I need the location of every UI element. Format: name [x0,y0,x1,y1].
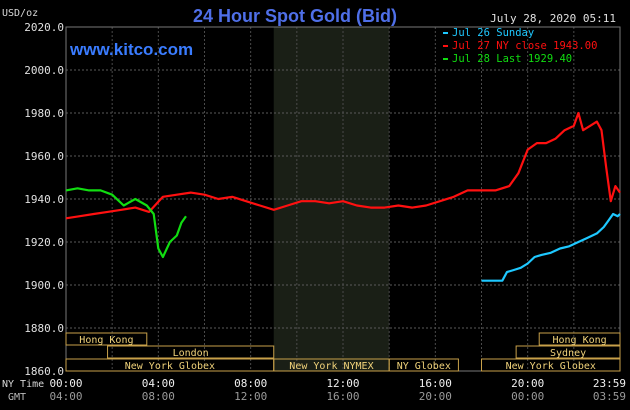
legend-item: Jul 26 Sunday [443,27,534,39]
legend-item: Jul 28 Last 1929.40 [443,53,572,65]
session-label: Hong Kong [553,335,607,346]
y-tick-label: 2020.0 [24,21,64,34]
x-tick-label-ny: 23:59 [593,377,626,390]
chart-title: 24 Hour Spot Gold (Bid) [193,6,397,26]
x-tick-label-gmt: 04:00 [49,390,82,403]
session-label: London [173,348,209,359]
y-tick-label: 1880.0 [24,322,64,335]
session-label: New York NYMEX [289,361,373,372]
legend-label: Jul 27 NY close 1943.00 [452,40,597,52]
y-tick-label: 1940.0 [24,193,64,206]
session-label: Sydney [550,348,586,359]
legend-label: Jul 28 Last 1929.40 [452,53,572,65]
x-tick-label-ny: 08:00 [234,377,267,390]
market-sessions: Hong Kong Hong Kong London Sydney New York G… [65,332,621,372]
chart-timestamp: July 28, 2020 05:11 [490,12,616,25]
x-tick-labels: 00:0004:0004:0008:0008:0012:0012:0016:00… [49,377,626,403]
session-hong-kong: Hong Kong [538,332,621,346]
series-line-jul-26 [481,212,621,282]
x-tick-label-gmt: 00:00 [511,390,544,403]
x-tick-label-ny: 16:00 [419,377,452,390]
session-new-york-nymex: New York NYMEX [273,358,390,372]
session-hong-kong: Hong Kong [65,332,148,346]
session-bar [65,332,148,346]
x-tick-label-ny: 20:00 [511,377,544,390]
y-unit-label: USD/oz [2,8,38,19]
gmt-label: GMT [8,392,26,403]
series-line-jul-28 [65,187,187,259]
price-series [65,111,621,282]
session-label: Hong Kong [79,335,133,346]
x-tick-label-gmt: 12:00 [234,390,267,403]
session-bar [515,345,621,359]
x-tick-label-gmt: 20:00 [419,390,452,403]
session-bar [388,358,459,372]
y-tick-labels: 2020.0 2000.0 1980.0 1960.0 1940.0 1920.0 1900… [24,21,64,378]
y-tick-label: 2000.0 [24,64,64,77]
session-new-york-globex: New York Globex [481,358,621,372]
y-tick-label: 1920.0 [24,236,64,249]
session-sydney: Sydney [515,345,621,359]
session-london: London [107,345,275,359]
y-tick-label: 1960.0 [24,150,64,163]
x-tick-label-ny: 12:00 [326,377,359,390]
session-bar [107,345,275,359]
series-line-jul-27 [65,111,621,220]
legend-label: Jul 26 Sunday [452,27,534,39]
x-tick-label-gmt: 03:59 [593,390,626,403]
session-bar [481,358,621,372]
session-ny-globex: NY Globex [388,358,459,372]
y-tick-label: 1860.0 [24,365,64,378]
x-tick-label-ny: 00:00 [49,377,82,390]
session-label: NY Globex [397,361,451,372]
session-label: New York Globex [125,361,215,372]
x-tick-label-ny: 04:00 [142,377,175,390]
x-tick-label-gmt: 08:00 [142,390,175,403]
ny-time-label: NY Time [2,379,44,390]
y-tick-label: 1980.0 [24,107,64,120]
x-tick-label-gmt: 16:00 [326,390,359,403]
website-label: www.kitco.com [69,40,193,59]
session-label: New York Globex [506,361,596,372]
legend-item: Jul 27 NY close 1943.00 [443,40,597,52]
session-bar [538,332,621,346]
y-tick-label: 1900.0 [24,279,64,292]
